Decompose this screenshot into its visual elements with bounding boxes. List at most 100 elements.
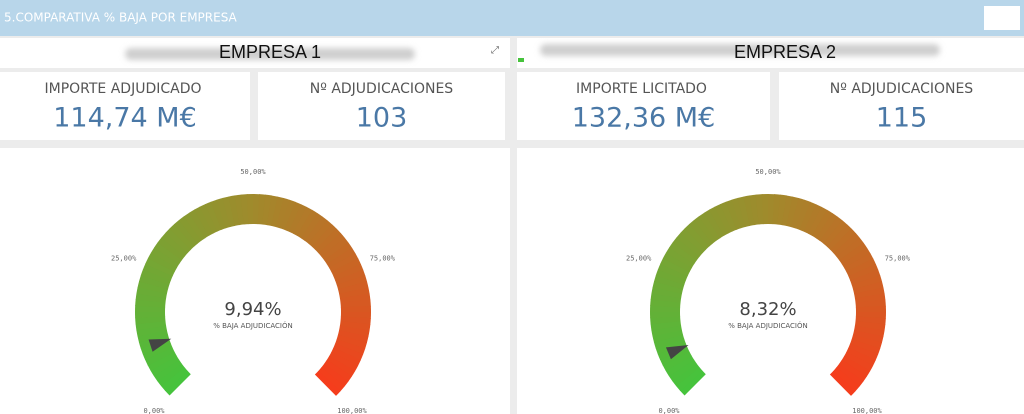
gauge-tick-label: 50,00% bbox=[755, 168, 781, 176]
gauge-arc-segment bbox=[855, 316, 886, 325]
kpi-label: Nº ADJUDICACIONES bbox=[830, 81, 974, 97]
gauge-arc-segment bbox=[331, 258, 362, 277]
gauge-arc-segment bbox=[851, 334, 882, 350]
gauge-arc-segment bbox=[826, 224, 852, 251]
gauge-arc-segment bbox=[142, 343, 173, 360]
gauge-arc-segment bbox=[280, 199, 296, 231]
gauge-arc-segment bbox=[846, 258, 877, 277]
panel-title: EMPRESA 2 bbox=[734, 42, 836, 62]
gauge-tick-label: 100,00% bbox=[337, 407, 367, 414]
gauge-arc-segment bbox=[188, 209, 210, 239]
gauge-arc-segment bbox=[672, 237, 700, 261]
kpi-value: 114,74 M€ bbox=[53, 103, 197, 134]
gauge-arc-segment bbox=[830, 228, 857, 254]
gauge-arc-segment bbox=[848, 264, 879, 281]
gauge-arc-segment bbox=[841, 356, 871, 377]
gauge-arc-segment bbox=[848, 343, 879, 361]
kpi-label: Nº ADJUDICACIONES bbox=[310, 81, 454, 97]
kpi-value: 103 bbox=[356, 103, 408, 134]
gauge-arc-segment bbox=[222, 196, 236, 227]
gauge-arc-segment bbox=[855, 299, 886, 308]
gauge-arc-segment bbox=[790, 198, 806, 229]
gauge-arc-segment bbox=[338, 281, 369, 295]
gauge-arc-segment bbox=[147, 351, 177, 371]
gauge-tick-label: 0,00% bbox=[143, 407, 165, 414]
gauge-arc-segment bbox=[137, 280, 169, 294]
gauge-needle bbox=[665, 344, 689, 360]
gauge-arc-segment bbox=[654, 274, 685, 290]
gauge-arc-segment bbox=[839, 242, 868, 265]
gauge-arc-segment bbox=[136, 286, 168, 299]
gauge-arc-segment bbox=[311, 224, 337, 251]
gauge-arc-segment bbox=[772, 194, 781, 225]
gauge-arc-segment bbox=[665, 355, 695, 377]
progress bbox=[518, 58, 524, 62]
gauge-arc-segment bbox=[297, 209, 318, 239]
gauge-arc-segment bbox=[199, 203, 218, 234]
logo bbox=[984, 6, 1020, 30]
gauge-arc-segment bbox=[266, 195, 279, 227]
gauge-arc-segment bbox=[846, 347, 876, 367]
gauge-arc-segment bbox=[850, 269, 881, 286]
panel-title: EMPRESA 1 bbox=[219, 42, 321, 62]
gauge-arc-segment bbox=[676, 232, 703, 257]
gauge-arc-segment bbox=[761, 194, 769, 225]
gauge-arc-segment bbox=[669, 242, 698, 265]
kpi-label: IMPORTE ADJUDICADO bbox=[44, 81, 201, 97]
gauge-arc-segment bbox=[650, 316, 681, 325]
gauge-arc-segment bbox=[709, 206, 729, 236]
gauge-arc-segment bbox=[652, 280, 684, 294]
gauge-arc-segment bbox=[650, 292, 682, 303]
gauge-arc-segment bbox=[853, 281, 884, 295]
gauge-arc-segment bbox=[328, 351, 359, 372]
gauge-arc-segment bbox=[777, 194, 788, 226]
gauge-arc-segment bbox=[836, 237, 864, 261]
kpi-card bbox=[0, 72, 250, 140]
blurred-text bbox=[540, 44, 940, 56]
gauge-arc-segment bbox=[145, 257, 175, 277]
gauge-arc-segment bbox=[815, 213, 838, 242]
gauge-arc-segment bbox=[653, 334, 685, 349]
gauge-arc-segment bbox=[300, 213, 323, 242]
blurred-text bbox=[125, 48, 415, 60]
gauge-arc-segment bbox=[829, 370, 856, 396]
gauge-needle bbox=[148, 338, 172, 352]
gauge-arc-segment bbox=[314, 370, 341, 396]
gauge-arc-segment bbox=[651, 286, 683, 299]
gauge-arc-segment bbox=[843, 351, 874, 372]
gauge-arc-segment bbox=[210, 199, 227, 230]
gauge-arc-segment bbox=[672, 363, 700, 387]
gauge-arc-segment bbox=[853, 325, 885, 338]
kpi-value: 132,36 M€ bbox=[572, 103, 716, 134]
gauge-arc-segment bbox=[288, 204, 308, 234]
gauge-arc-segment bbox=[262, 194, 273, 226]
gauge-arc-segment bbox=[689, 219, 713, 247]
gauge-arc-segment bbox=[150, 355, 180, 377]
gauge-arc-segment bbox=[755, 194, 764, 225]
gauge-arc-segment bbox=[743, 195, 755, 226]
gauge-arc-segment bbox=[338, 325, 370, 338]
gauge-arc-segment bbox=[698, 212, 721, 241]
gauge-arc-segment bbox=[662, 351, 692, 371]
gauge-arc-segment bbox=[136, 325, 167, 337]
gauge-arc-segment bbox=[178, 216, 202, 244]
header-bar bbox=[0, 0, 1024, 36]
gauge-arc-segment bbox=[326, 356, 356, 377]
gauge-arc-segment bbox=[679, 370, 706, 396]
gauge-arc-segment bbox=[662, 252, 693, 273]
gauge-arc-segment bbox=[781, 195, 794, 227]
gauge-arc-segment bbox=[142, 263, 173, 281]
gauge-arc-segment bbox=[807, 206, 828, 237]
gauge-arc-segment bbox=[655, 269, 687, 285]
gauge-arc-segment bbox=[174, 219, 198, 247]
gauge-arc-segment bbox=[257, 194, 266, 225]
gauge-arc-segment bbox=[292, 206, 313, 237]
gauge-arc-segment bbox=[725, 199, 742, 230]
expand-icon[interactable]: ⤢ bbox=[491, 45, 499, 56]
gauge-arc-segment bbox=[655, 338, 686, 355]
gauge-tick-label: 0,00% bbox=[658, 407, 680, 414]
gauge-arc-segment bbox=[340, 299, 371, 308]
gauge-value: 8,32% bbox=[739, 299, 796, 320]
